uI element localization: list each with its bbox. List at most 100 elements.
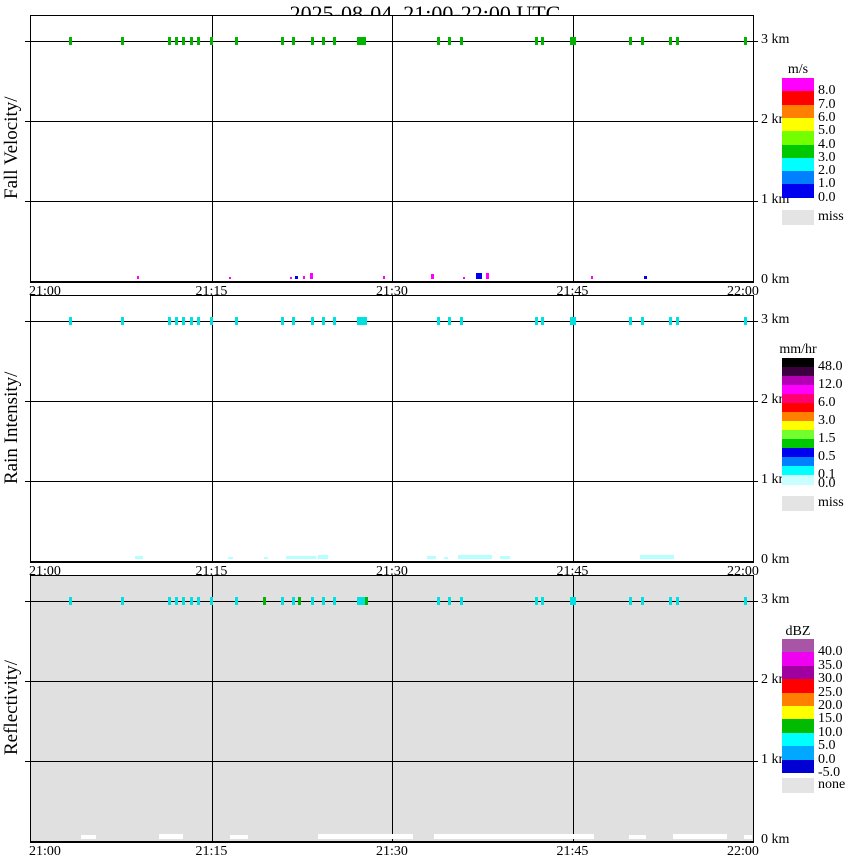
data-mark (427, 556, 437, 559)
data-mark (158, 834, 183, 839)
axis-tick (753, 41, 758, 42)
colorbar-cell (782, 104, 814, 119)
data-mark (475, 273, 482, 279)
data-mark (628, 37, 632, 45)
data-mark (365, 597, 369, 605)
colorbar-cell (782, 358, 814, 368)
colorbar-value-label: 3.0 (818, 413, 836, 428)
colorbar-value-label: 3.0 (818, 149, 836, 165)
colorbar-fall-velocity: m/s 8.0 7.0 6.0 5.0 4.0 3.0 2.0 1.0 0.0 miss (770, 62, 850, 262)
colorbar-cell (782, 157, 814, 172)
data-mark (356, 317, 367, 325)
data-mark (668, 37, 672, 45)
data-mark (121, 37, 124, 45)
colorbar-cell (782, 706, 814, 720)
axis-tick (753, 761, 758, 762)
data-mark (540, 317, 544, 325)
data-mark (189, 37, 193, 45)
data-mark (668, 597, 672, 605)
data-mark (458, 555, 492, 559)
colorbar-cell (782, 385, 814, 395)
rain-intensity-plot-area: 3 km 2 km 1 km 0 km 21:00 21:15 21:30 21:45 22:0… (25, 295, 789, 579)
data-mark (644, 276, 648, 279)
axis-tick (25, 761, 30, 762)
colorbar-missing-label: miss (818, 208, 844, 224)
data-mark (69, 597, 73, 605)
data-mark (463, 277, 466, 279)
data-mark (640, 37, 644, 45)
data-mark (297, 597, 301, 605)
colorbar-value-label: 48.0 (818, 359, 843, 374)
data-mark (135, 556, 144, 559)
axis-tick (25, 201, 30, 202)
data-mark (460, 597, 464, 605)
data-mark (357, 37, 367, 45)
data-mark (534, 597, 538, 605)
data-mark (573, 317, 577, 325)
colorbar-value-label: 5.0 (818, 123, 836, 139)
data-mark (332, 597, 336, 605)
colorbar-cell (782, 759, 814, 774)
colorbar-cell (782, 367, 814, 377)
data-mark (534, 317, 538, 325)
data-mark (675, 597, 679, 605)
data-mark (210, 37, 213, 45)
data-mark (332, 317, 336, 325)
data-mark (235, 597, 239, 605)
data-mark (628, 317, 632, 325)
data-mark (295, 276, 299, 279)
data-mark (744, 37, 748, 45)
data-mark (460, 317, 464, 325)
axis-tick (25, 401, 30, 402)
data-mark (744, 317, 748, 325)
colorbar-cell (782, 679, 814, 694)
data-mark (281, 317, 284, 325)
data-mark (569, 597, 573, 605)
colorbar-missing-label: none (818, 777, 846, 792)
gridline-vertical (392, 576, 393, 841)
data-mark (311, 317, 315, 325)
data-mark (167, 597, 171, 605)
axis-tick (753, 601, 758, 602)
colorbar-cell (782, 78, 814, 92)
colorbar-cell (782, 184, 814, 199)
data-mark (167, 317, 171, 325)
y-axis-label: 0 km (761, 272, 790, 287)
axis-tick (25, 601, 30, 602)
data-mark (263, 557, 268, 559)
axis-tick (753, 321, 758, 322)
colorbar-value-label: 1.5 (818, 431, 836, 446)
data-mark (357, 597, 367, 605)
gridline-vertical (392, 296, 393, 561)
colorbar-value-label: 0.0 (818, 751, 836, 767)
colorbar-cell (782, 448, 814, 458)
data-mark (318, 834, 413, 839)
colorbar-value-label: 35.0 (818, 657, 843, 673)
data-mark (448, 597, 452, 605)
gridline-vertical (212, 576, 213, 841)
colorbar-rain-intensity: mm/hr 48.0 12.0 6.0 3.0 1.5 0.5 0.1 0.0 miss (770, 342, 850, 542)
colorbar-missing-label: miss (818, 495, 844, 510)
colorbar-unit-mmhr: mm/hr (779, 342, 817, 357)
colorbar-cell (782, 171, 814, 185)
data-mark (289, 277, 292, 279)
colorbar-cell (782, 421, 814, 431)
colorbar-value-label: 0.0 (818, 476, 836, 491)
colorbar-unit-dbz: dBZ (785, 624, 811, 639)
colorbar-value-label: 2.0 (818, 163, 836, 179)
data-mark (121, 317, 124, 325)
data-mark (189, 597, 193, 605)
data-mark (235, 37, 239, 45)
colorbar-value-label: 0.1 (818, 467, 836, 482)
axis-tick (25, 681, 30, 682)
colorbar-value-label: 20.0 (818, 698, 843, 713)
colorbar-reflectivity: dBZ 40.0 35.0 30.0 25.0 20.0 15.0 10.0 5.0 0.0 -5… (770, 624, 850, 824)
data-mark (196, 317, 200, 325)
colorbar-value-label: 30.0 (818, 671, 843, 687)
colorbar-value-label: -5.0 (818, 765, 841, 780)
data-mark (69, 37, 73, 45)
data-mark (590, 276, 593, 279)
gridline-vertical (212, 296, 213, 561)
axis-tick (25, 41, 30, 42)
colorbar-cell (782, 719, 814, 734)
